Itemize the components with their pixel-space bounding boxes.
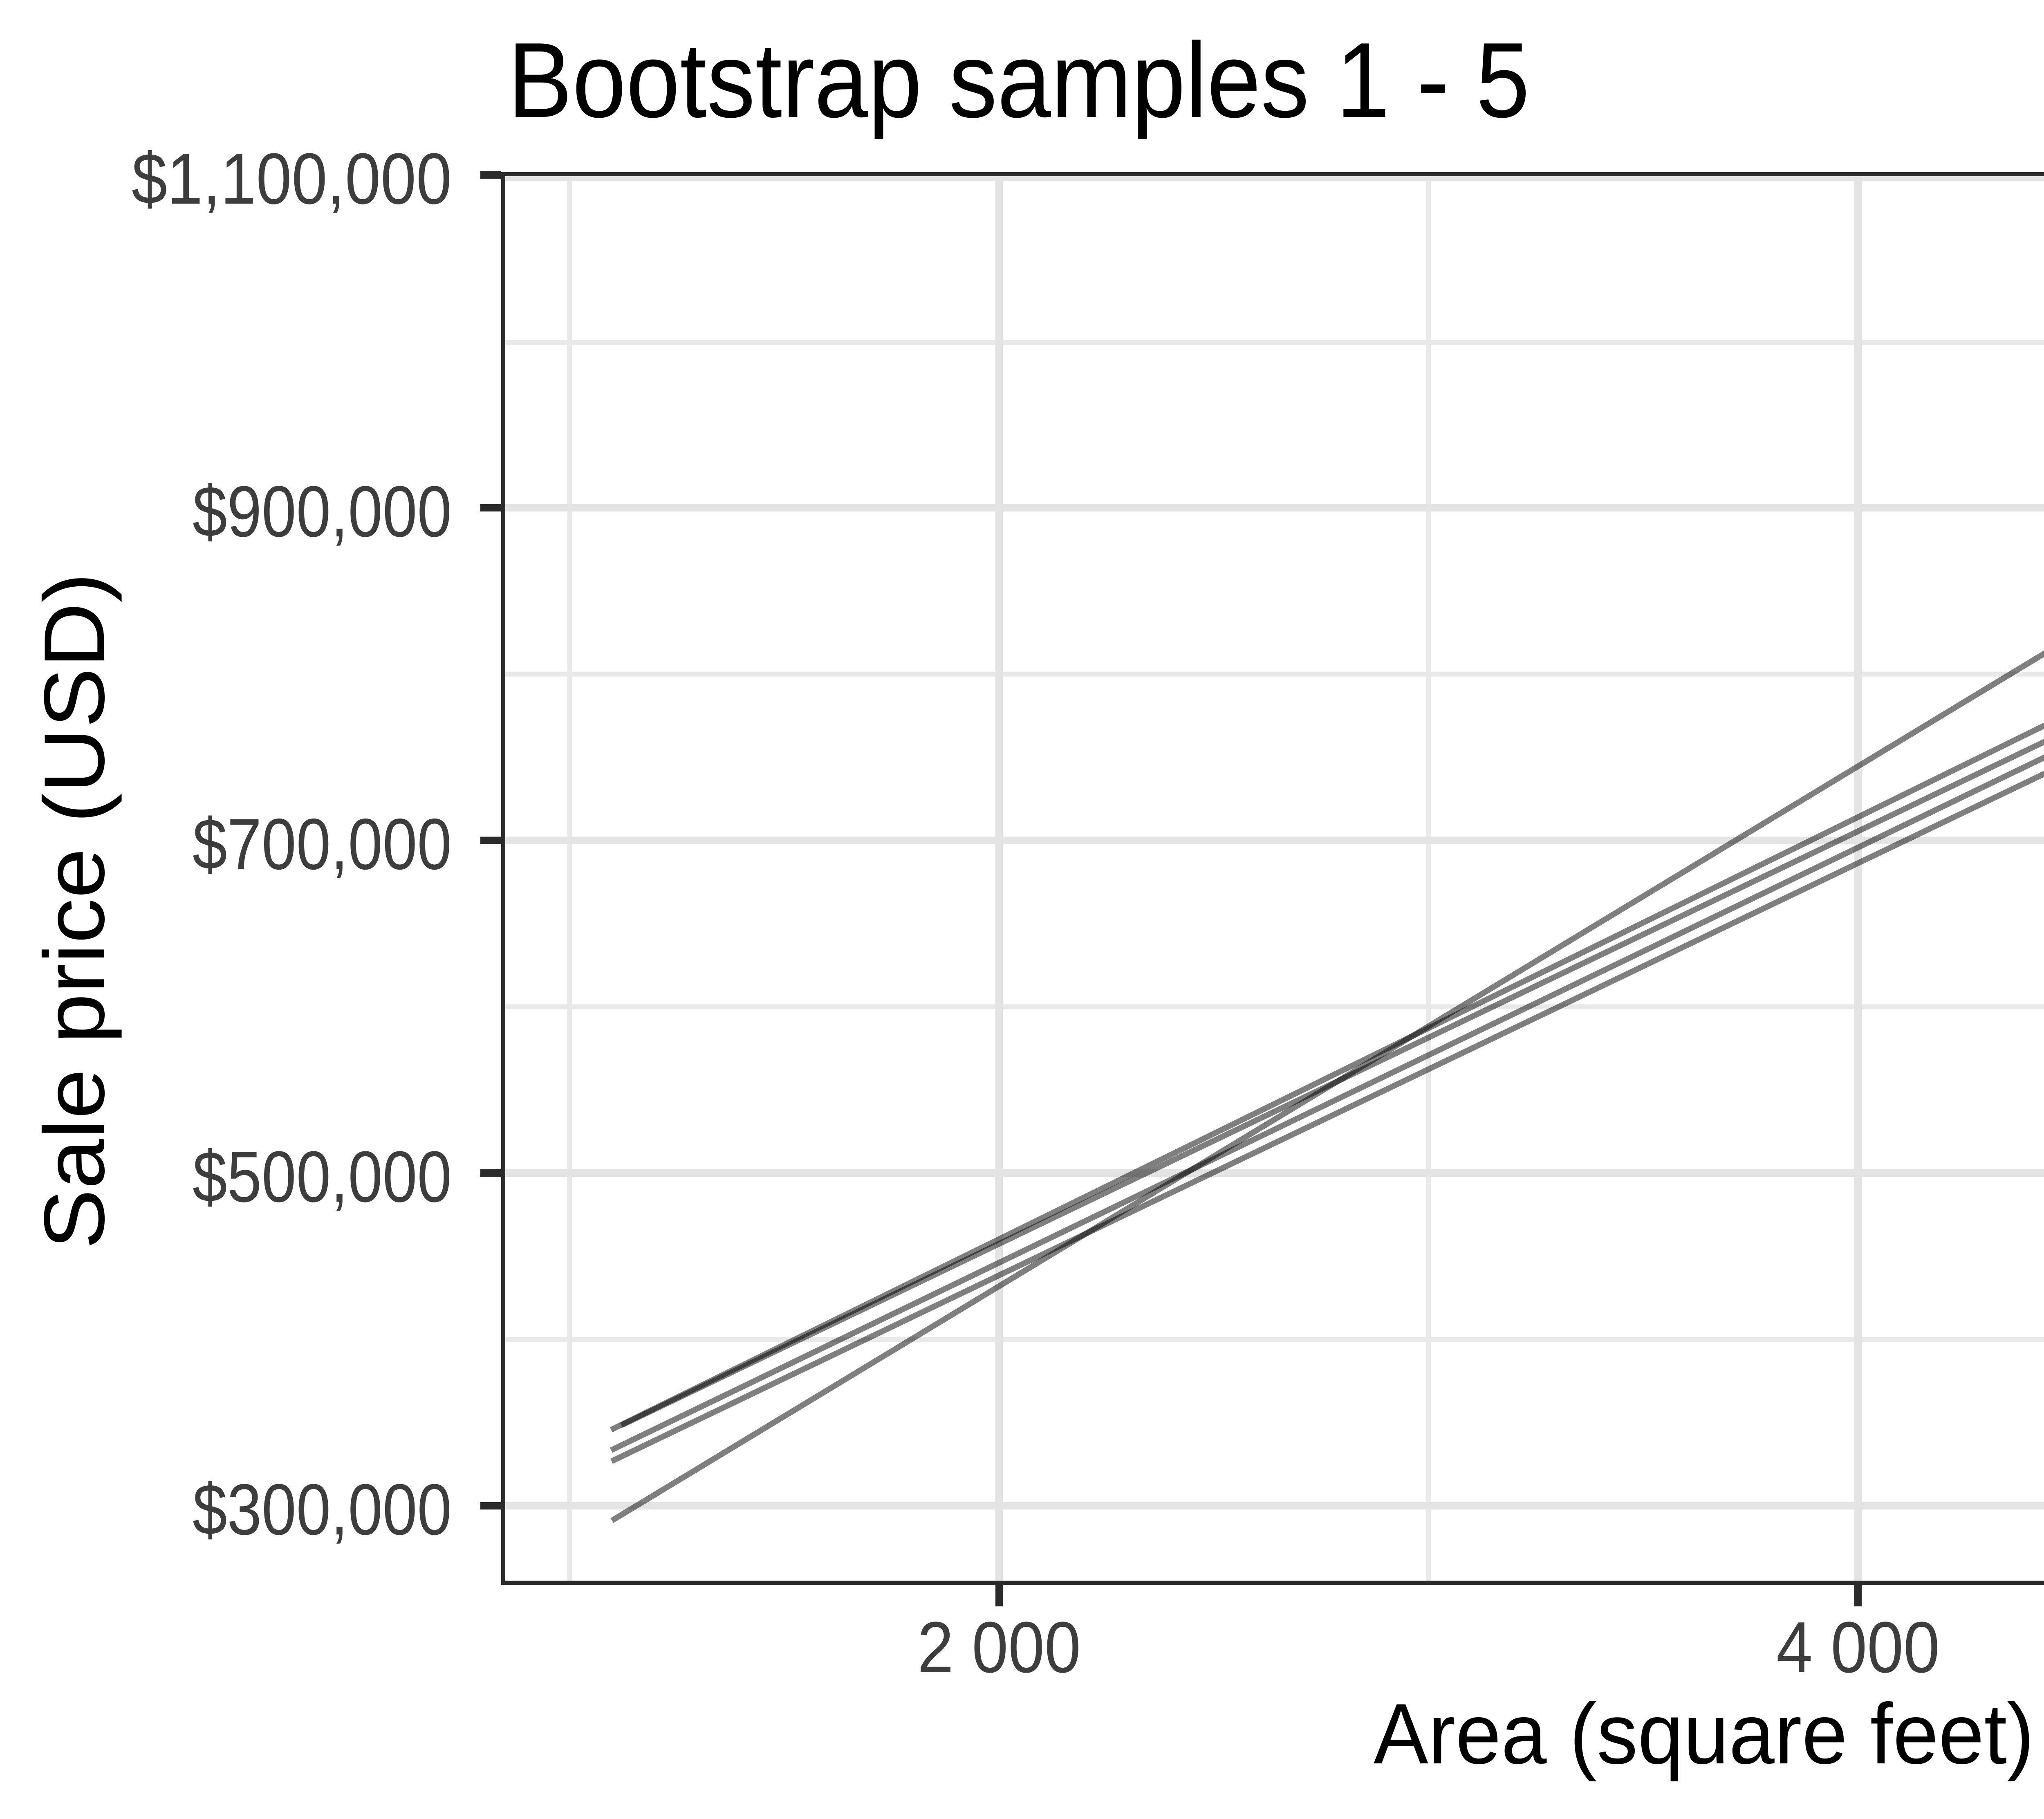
svg-text:Bootstrap samples 1 - 5: Bootstrap samples 1 - 5 [508,21,1530,140]
svg-text:$1,100,000: $1,100,000 [132,138,452,219]
svg-text:$500,000: $500,000 [193,1136,452,1217]
svg-text:$700,000: $700,000 [193,804,452,885]
svg-text:$900,000: $900,000 [193,471,452,552]
svg-text:Sale price (USD): Sale price (USD) [26,573,122,1249]
svg-text:$300,000: $300,000 [193,1469,452,1550]
svg-text:2 000: 2 000 [917,1607,1081,1688]
svg-text:4 000: 4 000 [1776,1607,1940,1688]
svg-text:Area (square feet): Area (square feet) [1374,1686,2034,1782]
